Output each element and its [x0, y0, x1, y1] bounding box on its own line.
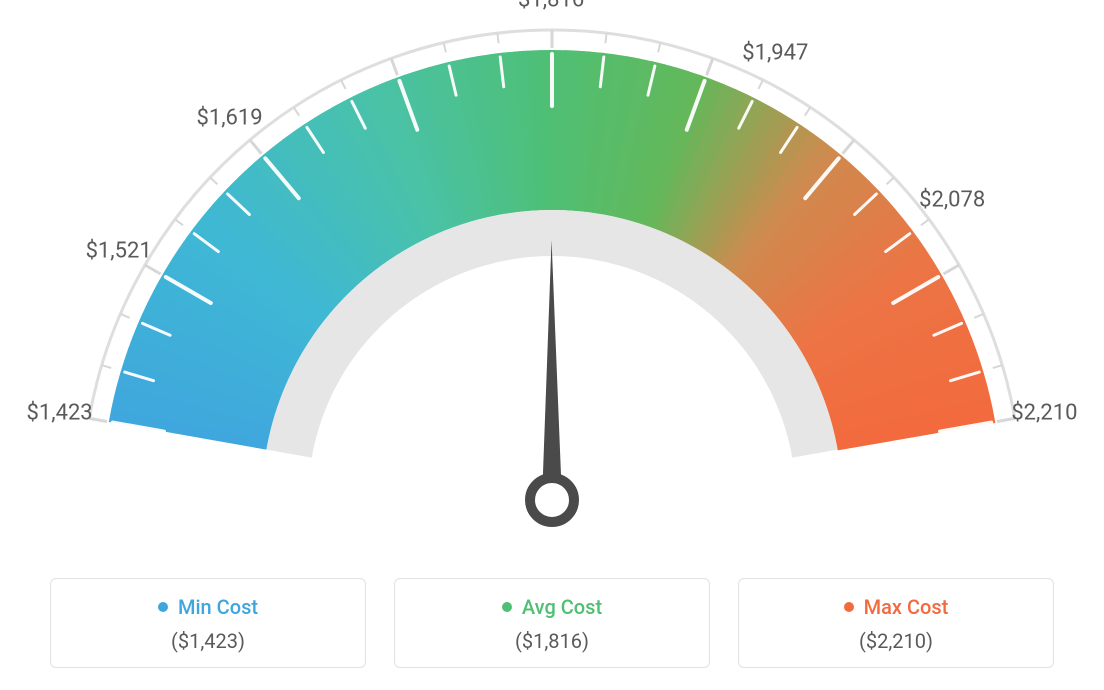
- legend-title-avg: Avg Cost: [502, 595, 602, 619]
- legend-title-min: Min Cost: [158, 595, 258, 619]
- gauge-tick-label: $1,816: [518, 0, 584, 13]
- gauge-tick-label: $2,078: [919, 188, 985, 213]
- gauge-tick-label: $1,619: [197, 105, 263, 130]
- legend-value-avg: ($1,816): [405, 629, 699, 653]
- gauge-tick-label: $1,947: [742, 40, 808, 65]
- legend-dot-min: [158, 602, 168, 612]
- gauge-tick-label: $1,521: [86, 238, 152, 263]
- legend-dot-max: [844, 602, 854, 612]
- legend-value-min: ($1,423): [61, 629, 355, 653]
- legend-label-min: Min Cost: [178, 595, 258, 619]
- legend-value-max: ($2,210): [749, 629, 1043, 653]
- legend-title-max: Max Cost: [844, 595, 949, 619]
- gauge-tick-label: $2,210: [1011, 401, 1077, 426]
- legend-card-max: Max Cost ($2,210): [738, 578, 1054, 668]
- gauge-chart: $1,423 $1,521 $1,619 $1,816 $1,947 $2,078 $2,2…: [0, 0, 1104, 560]
- legend-card-avg: Avg Cost ($1,816): [394, 578, 710, 668]
- legend-label-max: Max Cost: [864, 595, 949, 619]
- gauge-tick-label: $1,423: [27, 401, 93, 426]
- legend-dot-avg: [502, 602, 512, 612]
- legend-card-min: Min Cost ($1,423): [50, 578, 366, 668]
- legend-row: Min Cost ($1,423) Avg Cost ($1,816) Max …: [50, 578, 1054, 668]
- legend-label-avg: Avg Cost: [522, 595, 602, 619]
- gauge-svg: [0, 0, 1104, 560]
